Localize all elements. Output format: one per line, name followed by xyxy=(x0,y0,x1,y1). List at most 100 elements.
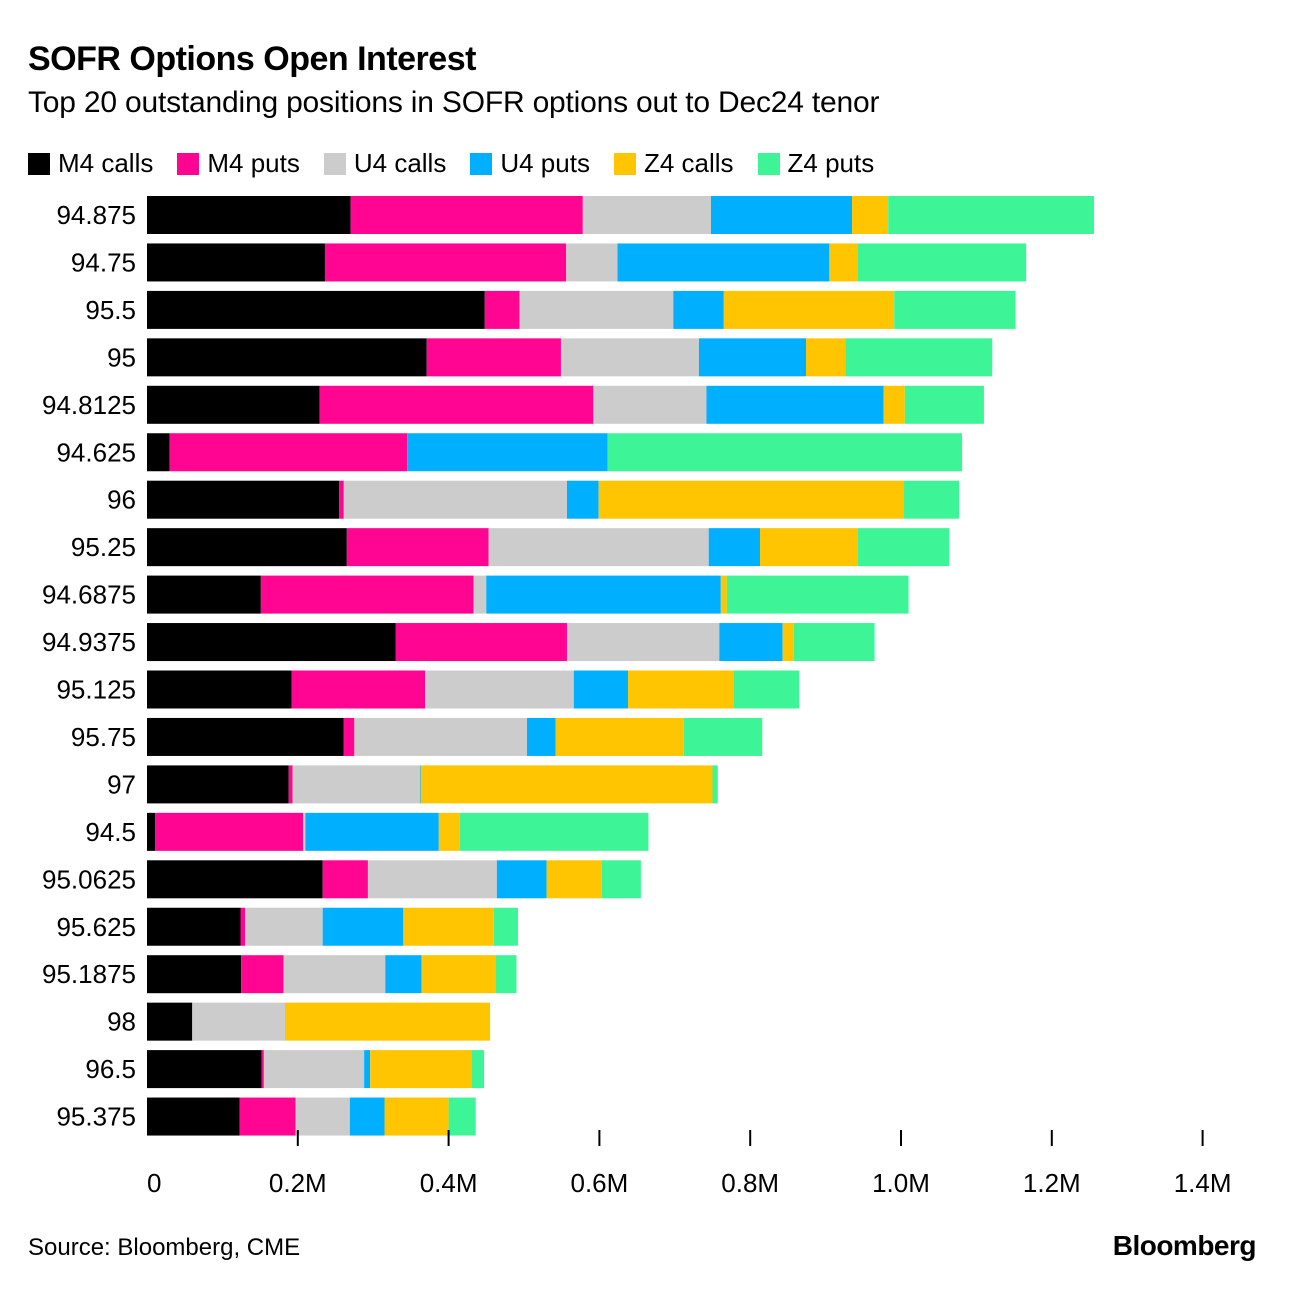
bar-segment-z4-puts xyxy=(857,243,1027,282)
legend-label: Z4 puts xyxy=(787,148,875,178)
bar-segment-m4-puts xyxy=(339,480,344,519)
category-label: 94.625 xyxy=(56,437,136,467)
bar-segment-m4-calls xyxy=(147,1002,193,1041)
category-label: 96 xyxy=(107,485,136,515)
bar-segment-z4-calls xyxy=(628,670,734,709)
bar-segment-m4-puts xyxy=(288,765,293,804)
bar-segment-u4-calls xyxy=(245,907,323,946)
bar-segment-z4-puts xyxy=(459,812,649,851)
category-label: 94.75 xyxy=(71,247,136,277)
bar-segment-m4-calls xyxy=(147,243,325,282)
bar-segment-z4-puts xyxy=(888,196,1095,234)
bar-segment-m4-puts xyxy=(291,670,426,709)
x-tick-label: 0 xyxy=(147,1168,161,1198)
bar-segment-z4-puts xyxy=(858,528,950,567)
category-label: 97 xyxy=(107,769,136,799)
legend-label: U4 puts xyxy=(500,148,590,178)
bar-segment-m4-calls xyxy=(147,907,241,946)
bar-segment-u4-calls xyxy=(303,812,306,851)
legend-item-m4-calls: M4 calls xyxy=(28,148,153,179)
bar-segment-z4-puts xyxy=(894,290,1016,329)
category-label: 94.8125 xyxy=(42,390,136,420)
category-label: 95.125 xyxy=(56,675,136,705)
legend-label: M4 calls xyxy=(58,148,154,178)
category-label: 95.75 xyxy=(71,722,136,752)
bar-segment-m4-calls xyxy=(147,812,156,851)
category-label: 95.25 xyxy=(71,532,136,562)
bar-segment-z4-puts xyxy=(726,575,909,614)
bar-segment-m4-puts xyxy=(343,717,355,756)
legend: M4 calls M4 puts U4 calls U4 puts Z4 cal… xyxy=(28,148,898,179)
bar-segment-m4-puts xyxy=(155,812,304,851)
bar-segment-m4-puts xyxy=(319,385,594,424)
bar-segment-z4-calls xyxy=(723,290,895,329)
category-label: 95.5 xyxy=(85,295,136,325)
bar-segment-u4-calls xyxy=(582,196,711,234)
bar-segment-u4-puts xyxy=(385,955,422,994)
bar-segment-u4-puts xyxy=(617,243,830,282)
bar-segment-z4-calls xyxy=(883,385,905,424)
bar-segment-z4-puts xyxy=(448,1097,476,1136)
bar-segment-u4-calls xyxy=(425,670,574,709)
x-tick-label: 0.2M xyxy=(269,1168,327,1198)
chart-subtitle: Top 20 outstanding positions in SOFR opt… xyxy=(28,86,880,119)
legend-swatch xyxy=(323,152,346,175)
bar-segment-z4-calls xyxy=(370,1050,472,1089)
legend-swatch xyxy=(613,152,636,175)
bar-segment-z4-calls xyxy=(805,338,846,377)
bar-segment-u4-calls xyxy=(367,860,497,899)
bar-segment-m4-calls xyxy=(147,196,351,234)
bar-segment-m4-calls xyxy=(147,480,340,519)
bar-segment-z4-puts xyxy=(712,765,718,804)
category-label: 95 xyxy=(107,342,136,372)
bar-segment-m4-calls xyxy=(147,290,485,329)
bar-segment-m4-puts xyxy=(395,623,567,662)
bar-segment-m4-puts xyxy=(239,1097,296,1136)
bar-segment-u4-calls xyxy=(292,765,420,804)
bar-segment-u4-calls xyxy=(354,717,528,756)
bar-segment-m4-puts xyxy=(261,1050,264,1089)
bar-segment-m4-calls xyxy=(147,528,347,567)
bar-segment-u4-calls xyxy=(566,243,618,282)
bar-segment-m4-puts xyxy=(169,433,408,472)
x-tick-label: 1.0M xyxy=(872,1168,930,1198)
bar-segment-m4-puts xyxy=(426,338,561,377)
legend-label: U4 calls xyxy=(353,148,447,178)
bar-segment-m4-calls xyxy=(147,765,289,804)
bar-segment-m4-calls xyxy=(147,385,320,424)
category-label: 95.375 xyxy=(56,1102,136,1132)
bar-segment-m4-calls xyxy=(147,670,292,709)
source-note: Source: Bloomberg, CME xyxy=(28,1234,301,1261)
x-tick-label: 0.6M xyxy=(570,1168,628,1198)
bar-segment-z4-calls xyxy=(555,717,684,756)
bar-segment-u4-puts xyxy=(710,196,852,234)
bar-segment-z4-calls xyxy=(284,1002,491,1041)
bar-segment-u4-puts xyxy=(486,575,721,614)
bar-segment-z4-puts xyxy=(904,385,984,424)
bar-segment-u4-calls xyxy=(295,1097,350,1136)
legend-swatch xyxy=(28,152,50,175)
bar-segment-z4-puts xyxy=(493,907,518,946)
legend-label: M4 puts xyxy=(207,148,300,178)
bar-segment-u4-calls xyxy=(519,290,674,329)
x-tick-label: 0.8M xyxy=(721,1168,779,1198)
bar-segment-z4-calls xyxy=(546,860,602,899)
bar-segment-u4-calls xyxy=(560,338,699,377)
bar-segment-z4-calls xyxy=(438,812,460,851)
bar-segment-z4-puts xyxy=(601,860,641,899)
category-label: 95.625 xyxy=(56,912,136,942)
legend-item-u4-calls: U4 calls xyxy=(323,148,447,179)
bar-segment-u4-calls xyxy=(566,623,720,662)
bar-segment-m4-puts xyxy=(260,575,474,614)
category-label: 94.875 xyxy=(56,200,136,230)
legend-swatch xyxy=(757,152,780,175)
bar-segment-m4-puts xyxy=(350,196,583,234)
bar-segment-u4-calls xyxy=(473,575,487,614)
bar-segment-m4-calls xyxy=(147,1097,240,1136)
bar-segment-u4-puts xyxy=(349,1097,385,1136)
bar-segment-z4-calls xyxy=(760,528,859,567)
bar-segment-z4-puts xyxy=(904,480,960,519)
bar-segment-u4-calls xyxy=(263,1050,365,1089)
bar-segment-m4-calls xyxy=(147,955,242,994)
